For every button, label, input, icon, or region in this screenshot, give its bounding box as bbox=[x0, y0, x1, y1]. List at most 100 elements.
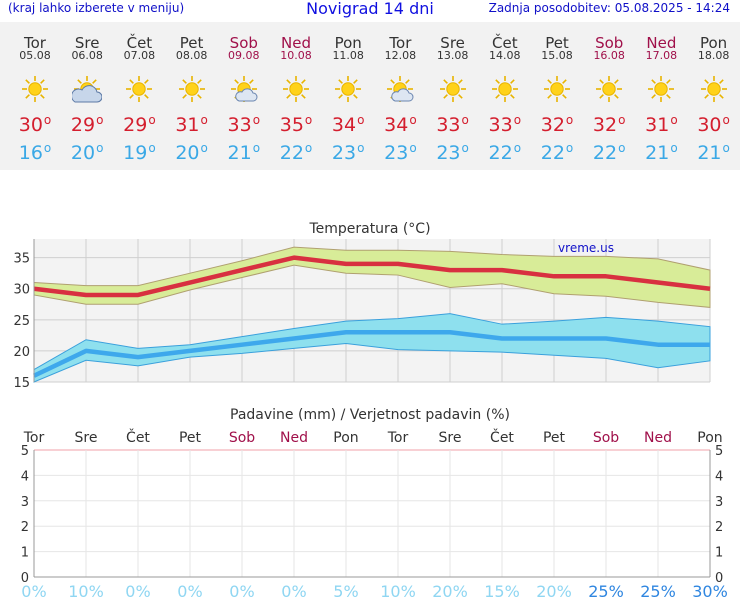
forecast-day: Čet 07.08 29o 19o bbox=[113, 22, 165, 170]
y-tick-label-left: 1 bbox=[21, 546, 29, 561]
forecast-day: Pon 11.08 34o 23o bbox=[322, 22, 374, 170]
max-temp-value: 33 bbox=[227, 114, 252, 136]
forecast-day: Pet 08.08 31o 20o bbox=[166, 22, 218, 170]
precip-probability: 10% bbox=[68, 582, 104, 600]
min-temp-value: 23 bbox=[436, 142, 461, 164]
max-temp: 30o bbox=[9, 113, 61, 136]
max-temp-value: 34 bbox=[331, 114, 357, 136]
forecast-day: Sre 13.08 33o 23o bbox=[427, 22, 479, 170]
forecast-day: Ned 10.08 35o 22o bbox=[270, 22, 322, 170]
max-temp: 32o bbox=[583, 113, 635, 136]
precip-probability: 0% bbox=[281, 582, 306, 600]
sun-icon bbox=[20, 74, 50, 104]
day-date: 05.08 bbox=[19, 49, 51, 62]
precip-probability: 25% bbox=[588, 582, 624, 600]
x-tick-label: Sob bbox=[593, 430, 619, 446]
min-temp-value: 20 bbox=[175, 142, 200, 164]
max-temp: 34o bbox=[322, 113, 374, 136]
watermark[interactable]: vreme.us bbox=[558, 241, 614, 255]
degree-symbol: o bbox=[409, 113, 417, 127]
day-name: Sob bbox=[229, 34, 258, 52]
day-name: Ned bbox=[646, 34, 677, 52]
min-temp-value: 22 bbox=[488, 142, 513, 164]
y-tick-label: 15 bbox=[13, 376, 30, 391]
degree-symbol: o bbox=[43, 141, 52, 155]
degree-symbol: o bbox=[513, 113, 522, 127]
max-temp-value: 33 bbox=[488, 114, 513, 136]
forecast-day: Tor 05.08 30o 16o bbox=[9, 22, 61, 170]
degree-symbol: o bbox=[43, 113, 52, 127]
x-tick-label: Pet bbox=[179, 430, 202, 446]
degree-symbol: o bbox=[304, 113, 313, 127]
x-tick-label: Čet bbox=[126, 428, 150, 446]
max-temp: 31o bbox=[166, 113, 218, 136]
forecast-day: Ned 17.08 31o 21o bbox=[635, 22, 687, 170]
forecast-day: Pet 15.08 32o 22o bbox=[531, 22, 583, 170]
y-tick-label: 25 bbox=[13, 314, 30, 329]
day-name: Sre bbox=[440, 34, 465, 52]
y-tick-label-right: 5 bbox=[715, 444, 723, 459]
max-temp-value: 35 bbox=[279, 114, 304, 136]
sun-icon bbox=[490, 74, 520, 104]
min-temp-value: 22 bbox=[540, 142, 565, 164]
page-title: Novigrad 14 dni bbox=[306, 0, 434, 18]
x-tick-label: Ned bbox=[280, 430, 308, 446]
day-date: 06.08 bbox=[71, 49, 103, 62]
degree-symbol: o bbox=[304, 141, 313, 155]
day-date: 16.08 bbox=[593, 49, 625, 62]
y-tick-label-left: 2 bbox=[21, 520, 29, 535]
forecast-day: Tor 12.08 34o 23o bbox=[374, 22, 426, 170]
day-date: 17.08 bbox=[645, 49, 678, 62]
degree-symbol: o bbox=[409, 141, 417, 155]
min-temp-value: 16 bbox=[18, 142, 43, 164]
day-name: Sre bbox=[74, 34, 100, 52]
degree-symbol: o bbox=[148, 141, 156, 155]
y-tick-label-right: 4 bbox=[715, 469, 723, 484]
precip-probability: 15% bbox=[484, 582, 520, 600]
max-temp-value: 30 bbox=[697, 114, 722, 136]
sun-icon bbox=[594, 74, 624, 104]
degree-symbol: o bbox=[252, 113, 261, 127]
x-tick-label: Čet bbox=[490, 428, 514, 446]
min-temp-value: 22 bbox=[592, 142, 618, 164]
x-tick-label: Pet bbox=[543, 430, 566, 446]
forecast-day: Čet 14.08 33o 22o bbox=[479, 22, 531, 170]
forecast-day: Sob 09.08 33o 21o bbox=[218, 22, 270, 170]
day-name: Sob bbox=[595, 34, 624, 52]
precip-probability: 0% bbox=[125, 582, 150, 600]
chart-title: Temperatura (°C) bbox=[308, 221, 430, 237]
day-name: Pon bbox=[334, 34, 362, 52]
sun-icon bbox=[124, 74, 154, 104]
day-name: Ned bbox=[281, 34, 311, 52]
degree-symbol: o bbox=[461, 141, 469, 155]
y-tick-label-right: 2 bbox=[715, 520, 723, 535]
degree-symbol: o bbox=[618, 141, 626, 155]
min-temp: 19o bbox=[113, 141, 165, 164]
plot-area bbox=[34, 450, 710, 577]
max-temp-value: 29 bbox=[70, 114, 96, 136]
min-temp-value: 23 bbox=[331, 142, 357, 164]
x-tick-label: Sob bbox=[229, 430, 255, 446]
min-temp: 22o bbox=[270, 141, 322, 164]
max-temp: 29o bbox=[61, 113, 113, 136]
location-hint[interactable]: (kraj lahko izberete v meniju) bbox=[8, 1, 185, 15]
degree-symbol: o bbox=[357, 141, 365, 155]
max-temp: 33o bbox=[427, 113, 479, 136]
max-temp-line bbox=[33, 255, 711, 298]
degree-symbol: o bbox=[565, 113, 574, 127]
min-temp-value: 21 bbox=[227, 142, 252, 164]
min-temp-value: 22 bbox=[279, 142, 304, 164]
y-tick-label: 20 bbox=[13, 345, 30, 360]
y-tick-label: 30 bbox=[13, 283, 30, 298]
day-name: Tor bbox=[389, 34, 412, 52]
sun-cloud-icon bbox=[229, 74, 259, 104]
precip-probability: 5% bbox=[333, 582, 358, 600]
x-tick-label: Sre bbox=[439, 430, 462, 446]
max-temp-value: 30 bbox=[18, 114, 43, 136]
day-date: 14.08 bbox=[489, 49, 521, 62]
degree-symbol: o bbox=[722, 113, 730, 127]
degree-symbol: o bbox=[565, 141, 574, 155]
sun-icon bbox=[699, 74, 729, 104]
min-temp: 23o bbox=[427, 141, 479, 164]
max-temp: 29o bbox=[113, 113, 165, 136]
